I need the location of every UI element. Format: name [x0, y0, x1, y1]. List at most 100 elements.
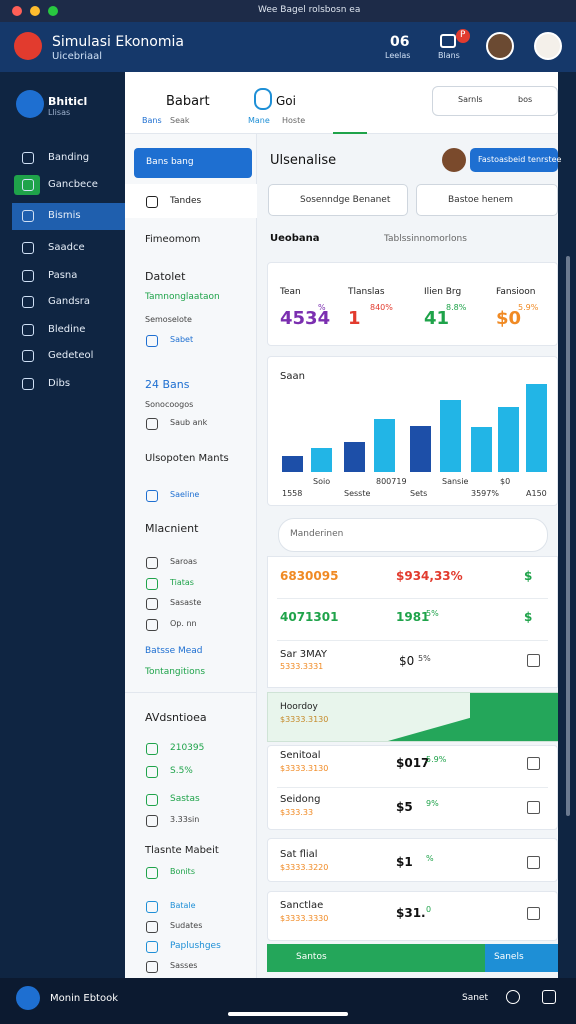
- checkbox[interactable]: [527, 801, 540, 814]
- list-card: [267, 891, 558, 941]
- stat-value: 41: [424, 308, 450, 329]
- panel-item[interactable]: Tiatas: [170, 578, 194, 587]
- panel-item[interactable]: Sonocoogos: [145, 400, 194, 409]
- bottom-action[interactable]: [267, 944, 485, 972]
- tab[interactable]: Mane: [248, 116, 270, 125]
- left-button[interactable]: [134, 148, 252, 178]
- panel-item[interactable]: 24 Bans: [145, 377, 190, 391]
- bottom-action[interactable]: [485, 944, 558, 972]
- panel-item[interactable]: Sasaste: [170, 598, 202, 607]
- panel-item[interactable]: Tamnonglaataon: [145, 291, 220, 302]
- panel-item[interactable]: Paplushges: [170, 940, 221, 951]
- window-control[interactable]: [30, 6, 40, 16]
- card-label: Senitoal: [280, 750, 321, 761]
- avatar[interactable]: [486, 32, 514, 60]
- button-text[interactable]: Sanels: [494, 952, 524, 962]
- bar-label: 3597%: [471, 489, 499, 498]
- panel-item[interactable]: Semoselote: [145, 315, 192, 324]
- dropdown[interactable]: Ueobana: [270, 233, 320, 244]
- app-subtitle: Uicebriaal: [52, 51, 103, 62]
- item-icon: [146, 941, 158, 953]
- item-icon: [146, 867, 158, 879]
- card-amount: $3333.3130: [280, 764, 329, 773]
- footer-icon[interactable]: [506, 990, 520, 1004]
- panel-item[interactable]: Datolet: [145, 269, 186, 283]
- outline-button[interactable]: [416, 184, 558, 216]
- section-title: Ulsenalise: [270, 153, 337, 168]
- icon-button[interactable]: [440, 34, 456, 48]
- panel-item[interactable]: 210395: [170, 742, 205, 753]
- panel-item[interactable]: Bonits: [170, 867, 195, 876]
- panel-item[interactable]: Op. nn: [170, 619, 197, 628]
- bar: [344, 442, 365, 472]
- panel-item[interactable]: Saub ank: [170, 418, 208, 427]
- stat-note: %: [318, 303, 326, 312]
- card-value: $017: [396, 756, 430, 770]
- nav-item[interactable]: Gedeteol: [48, 350, 94, 361]
- panel-item[interactable]: Fimeomom: [145, 234, 201, 245]
- field-chip: [254, 88, 272, 110]
- checkbox[interactable]: [527, 654, 540, 667]
- item-icon: [146, 901, 158, 913]
- panel-item[interactable]: Batsse Mead: [145, 645, 203, 656]
- nav-item[interactable]: Gancbece: [48, 179, 98, 190]
- nav-item[interactable]: Gandsra: [48, 296, 91, 307]
- nav-item[interactable]: Dibs: [48, 378, 71, 389]
- checkbox[interactable]: [527, 757, 540, 770]
- panel-item[interactable]: AVdsntioea: [145, 710, 207, 724]
- search-field[interactable]: [278, 518, 548, 552]
- button-text[interactable]: Bans bang: [146, 157, 194, 167]
- outline-button[interactable]: [268, 184, 408, 216]
- panel-item[interactable]: Mlacnient: [145, 521, 199, 535]
- button-text[interactable]: Bastoe henem: [448, 195, 514, 205]
- panel-item[interactable]: Sastas: [170, 793, 200, 804]
- user-sub: Llisas: [48, 108, 71, 117]
- toolbar-title: Babart: [166, 94, 210, 109]
- panel-item[interactable]: Saroas: [170, 557, 198, 566]
- panel-item[interactable]: Sasses: [170, 961, 198, 970]
- nav-item[interactable]: Pasna: [48, 270, 78, 281]
- button-text[interactable]: Sosenndge Benanet: [300, 195, 391, 205]
- action-button[interactable]: [470, 148, 558, 172]
- checkbox[interactable]: [527, 907, 540, 920]
- panel-item[interactable]: Tandes: [170, 195, 202, 206]
- item-icon: [146, 619, 158, 631]
- panel-item[interactable]: Batale: [170, 901, 196, 910]
- search-box[interactable]: [432, 86, 558, 116]
- tab[interactable]: Bans: [142, 116, 162, 125]
- row-divider: [277, 640, 548, 641]
- tab[interactable]: Hoste: [282, 116, 306, 125]
- button-text[interactable]: Fastoasbeid tenrstee: [478, 155, 562, 164]
- checkbox[interactable]: [527, 856, 540, 869]
- window-control[interactable]: [12, 6, 22, 16]
- panel-item[interactable]: Sudates: [170, 921, 203, 930]
- row-divider: [277, 598, 548, 599]
- panel-item[interactable]: S.5%: [170, 765, 193, 776]
- item-icon: [146, 418, 158, 430]
- search-placeholder: Sarnls: [458, 95, 483, 104]
- tab[interactable]: Seak: [170, 116, 190, 125]
- footer-icon[interactable]: [16, 986, 40, 1010]
- button-text[interactable]: Santos: [296, 952, 327, 962]
- nav-item[interactable]: Bismis: [48, 210, 81, 221]
- nav-item[interactable]: Saadce: [48, 242, 85, 253]
- footer-icon[interactable]: [542, 990, 556, 1004]
- panel-item[interactable]: 3.33sin: [170, 815, 200, 824]
- card-amount: $3333.3220: [280, 863, 329, 872]
- panel-item[interactable]: Sabet: [170, 335, 194, 344]
- window-control[interactable]: [48, 6, 58, 16]
- bar: [374, 419, 395, 472]
- nav-icon: [22, 152, 34, 164]
- panel-item[interactable]: Ulsopoten Mants: [145, 453, 229, 464]
- user-name: Bhiticl: [48, 95, 88, 108]
- panel-item[interactable]: Tlasnte Mabeit: [145, 845, 219, 856]
- panel-item[interactable]: Saeline: [170, 490, 200, 499]
- panel-item[interactable]: Tontangitions: [145, 666, 206, 677]
- title-bar: [0, 0, 576, 22]
- bar-label: 1558: [282, 489, 303, 498]
- nav-item[interactable]: Bledine: [48, 324, 86, 335]
- avatar[interactable]: [534, 32, 562, 60]
- nav-item[interactable]: Banding: [48, 152, 90, 163]
- nav-icon: [22, 270, 34, 282]
